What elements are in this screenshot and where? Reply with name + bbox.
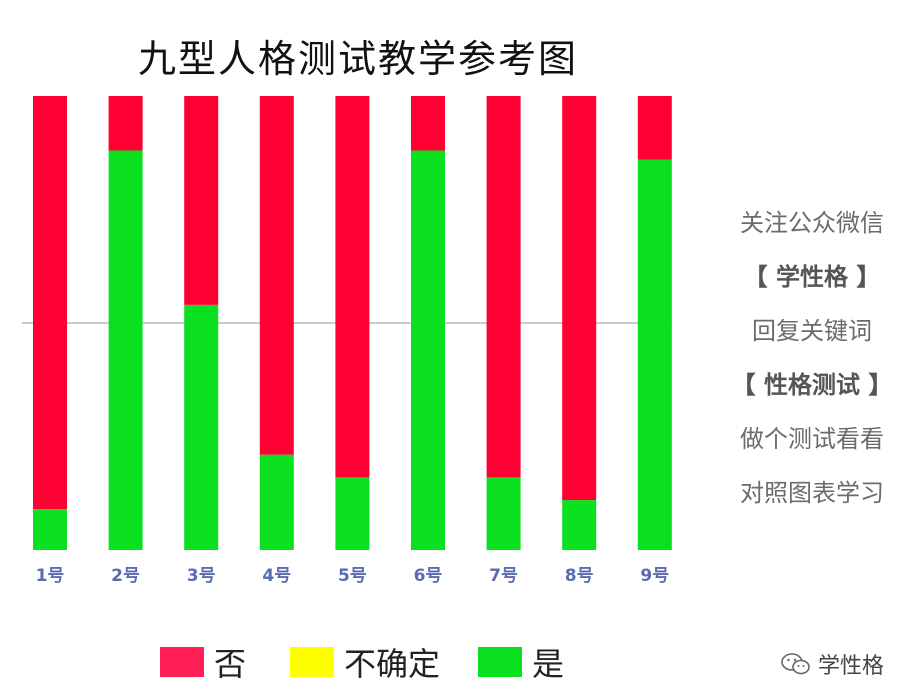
bar-segment-6-是: [411, 150, 445, 551]
bar-segment-9-是: [637, 159, 672, 550]
bar-segment-2-否: [108, 96, 143, 151]
watermark: 学性格: [780, 648, 884, 680]
bar-segment-1-否: [33, 96, 67, 510]
x-tick-label: 3号: [187, 566, 216, 586]
x-tick-label: 6号: [414, 566, 443, 586]
x-tick-label: 5号: [338, 566, 367, 586]
bar-segment-3-是: [184, 304, 219, 550]
chart-title: 九型人格测试教学参考图: [137, 37, 578, 81]
bar-segment-7-否: [486, 96, 521, 478]
side-line-follow: 关注公众微信: [740, 209, 884, 237]
bar-segment-5-否: [335, 96, 370, 478]
x-tick-label: 8号: [565, 566, 594, 586]
x-tick-label: 2号: [111, 566, 140, 586]
side-line-test: 做个测试看看: [740, 425, 884, 453]
wechat-icon: [781, 653, 810, 675]
x-tick-label: 9号: [640, 566, 669, 586]
x-tick-label: 4号: [262, 566, 291, 586]
legend-label-yes: 是: [532, 645, 565, 683]
legend-label-no: 否: [214, 645, 247, 683]
bar-segment-3-否: [184, 96, 219, 305]
watermark-text: 学性格: [818, 654, 885, 679]
legend-item-yes: 是: [478, 642, 565, 683]
bar-segment-4-否: [259, 96, 294, 455]
bar-segment-5-是: [335, 477, 370, 550]
legend-swatch-unsure: [290, 647, 334, 677]
legend-item-no: 否: [160, 642, 247, 683]
bar-segment-8-否: [562, 96, 597, 501]
side-line-learn: 对照图表学习: [740, 479, 884, 507]
side-line-keyword: 【 性格测试 】: [731, 371, 893, 399]
legend-label-unsure: 不确定: [344, 645, 441, 683]
side-line-account: 【 学性格 】: [743, 263, 881, 291]
bar-segment-7-是: [486, 477, 521, 550]
bar-segment-2-是: [108, 150, 143, 551]
bar-segment-1-是: [33, 509, 67, 550]
legend-swatch-yes: [478, 647, 522, 677]
bar-segment-6-否: [411, 96, 445, 151]
bar-segment-4-是: [259, 454, 294, 550]
legend-swatch-no: [160, 647, 204, 677]
legend-item-unsure: 不确定: [290, 642, 441, 683]
x-tick-label: 7号: [489, 566, 518, 586]
bar-segment-9-否: [637, 96, 672, 160]
bar-segment-8-是: [562, 500, 597, 550]
x-tick-label: 1号: [36, 566, 65, 586]
side-line-reply: 回复关键词: [752, 317, 872, 345]
